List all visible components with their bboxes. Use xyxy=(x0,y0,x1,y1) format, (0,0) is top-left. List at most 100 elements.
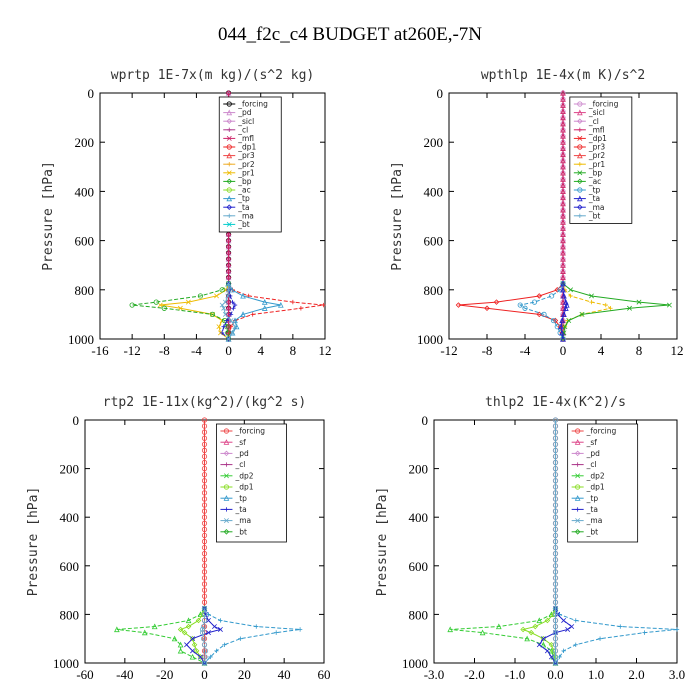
data-point xyxy=(561,648,566,654)
data-point xyxy=(550,648,557,654)
legend-marker xyxy=(223,450,230,457)
data-point xyxy=(674,627,680,632)
data-point xyxy=(141,629,148,636)
data-point xyxy=(321,302,326,308)
data-point xyxy=(563,305,569,311)
data-point xyxy=(552,417,559,423)
data-point xyxy=(201,453,208,460)
data-point xyxy=(552,648,559,654)
data-point xyxy=(201,502,208,508)
y-tick-label: 200 xyxy=(75,135,95,150)
series-bp-line xyxy=(132,283,230,340)
legend-marker xyxy=(577,135,583,141)
data-point xyxy=(560,132,566,139)
legend: _forcing _sf _pd _cl _dp2 _dp1 _tp _ta _ma _bt xyxy=(567,423,639,543)
legend-label: _dp2 xyxy=(234,471,253,480)
series-tp-markers xyxy=(517,281,566,342)
data-point xyxy=(548,642,555,648)
legend-label: _ta xyxy=(586,505,598,514)
data-point xyxy=(226,281,232,287)
y-tick-label: 1000 xyxy=(402,656,428,671)
data-point xyxy=(214,648,219,654)
data-point xyxy=(540,636,546,642)
data-point xyxy=(201,557,208,563)
data-point xyxy=(114,626,120,633)
data-point xyxy=(532,623,539,630)
data-point xyxy=(589,293,594,299)
y-tick-label: 600 xyxy=(409,559,429,574)
y-tick-label: 400 xyxy=(424,184,444,199)
legend-label: _bt xyxy=(237,220,250,229)
data-point xyxy=(219,287,225,293)
data-point xyxy=(552,490,559,496)
data-point xyxy=(201,593,208,599)
data-point xyxy=(560,274,566,281)
data-point xyxy=(540,641,547,648)
data-point xyxy=(552,459,559,466)
data-point xyxy=(552,660,559,666)
series-dp2-markers xyxy=(114,605,208,666)
legend-marker xyxy=(227,127,232,132)
panel-title: wprtp 1E-7x(m kg)/(s^2 kg) xyxy=(111,68,315,83)
data-point xyxy=(557,287,563,293)
data-point xyxy=(560,194,566,201)
data-point xyxy=(560,157,566,164)
y-axis-label: Pressure [hPa] xyxy=(390,161,405,271)
data-point xyxy=(636,299,642,305)
data-point xyxy=(603,302,608,308)
legend-label: _dp1 xyxy=(586,483,605,492)
data-point xyxy=(517,302,523,308)
data-point xyxy=(206,630,211,636)
data-point xyxy=(560,188,566,194)
figure-title: 044_f2c_c4 BUDGET at260E,-7N xyxy=(218,24,482,45)
legend-marker xyxy=(226,187,232,193)
series-dp1-line xyxy=(179,608,205,664)
data-point xyxy=(214,293,220,299)
data-point xyxy=(201,508,208,514)
data-point xyxy=(522,305,528,311)
data-point xyxy=(157,302,163,308)
data-point xyxy=(552,581,559,587)
x-tick-label: -2.0 xyxy=(464,667,485,682)
data-point xyxy=(552,654,559,660)
data-point xyxy=(560,219,566,225)
data-point xyxy=(561,311,567,317)
data-point xyxy=(565,626,571,632)
data-point xyxy=(560,206,566,213)
legend-label: _sicl xyxy=(588,108,605,117)
data-point xyxy=(536,642,542,648)
data-point xyxy=(531,299,538,305)
legend-label: _sicl xyxy=(237,117,254,126)
data-point xyxy=(544,648,550,654)
data-point xyxy=(560,225,566,231)
y-axis-label: Pressure [hPa] xyxy=(41,161,56,271)
legend-marker xyxy=(223,439,230,445)
data-point xyxy=(560,120,566,127)
x-tick-label: 3.0 xyxy=(669,667,685,682)
x-tick-label: -20 xyxy=(156,667,173,682)
data-point xyxy=(219,330,225,336)
data-point xyxy=(297,627,303,632)
series-tp-line xyxy=(518,283,564,340)
legend: _forcing_sicl_cl_mfl_dp1_pr3_pr2_pr1_bp_… xyxy=(569,96,633,224)
data-point xyxy=(171,635,178,642)
x-tick-label: 4 xyxy=(598,343,605,358)
legend-label: _pd xyxy=(234,449,249,458)
data-point xyxy=(569,624,575,630)
data-point xyxy=(129,302,135,308)
data-point xyxy=(552,544,559,551)
legend-marker xyxy=(224,507,229,512)
data-point xyxy=(230,330,236,336)
data-point xyxy=(566,318,572,324)
data-point xyxy=(201,478,208,484)
x-tick-label: 40 xyxy=(278,667,291,682)
data-point xyxy=(573,642,578,647)
legend-marker xyxy=(576,109,583,116)
legend-label: _pr3 xyxy=(237,151,255,160)
data-point xyxy=(200,623,207,630)
data-point xyxy=(552,636,559,642)
legend-label: _dp1 xyxy=(234,483,253,492)
legend-marker xyxy=(575,507,580,512)
data-point xyxy=(560,89,566,96)
legend-marker xyxy=(223,473,229,479)
